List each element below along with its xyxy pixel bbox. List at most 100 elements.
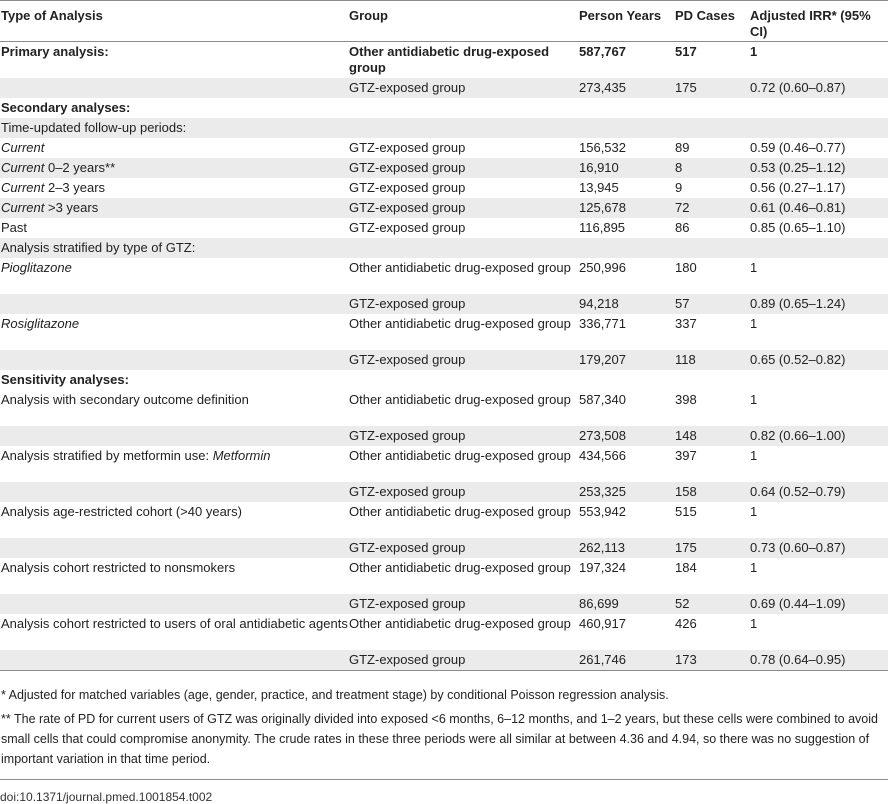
- cell-person-years: 261,746: [578, 650, 674, 671]
- cell-irr: 1: [750, 44, 758, 59]
- cell-type: Analysis with secondary outcome definiti…: [1, 392, 249, 407]
- cell-pd-cases: 86: [675, 220, 690, 235]
- cell-irr: 1: [750, 560, 758, 575]
- cell-pd-cases: 517: [675, 44, 697, 59]
- cell-type: [0, 650, 348, 671]
- header-irr: Adjusted IRR* (95% CI): [749, 1, 888, 42]
- cell-type: Current 2–3 years: [0, 178, 348, 198]
- cell-person-years: 86,699: [578, 594, 674, 614]
- cell-group: Other antidiabetic drug-exposed group: [349, 316, 571, 331]
- cell-group: Other antidiabetic drug-exposed group: [349, 560, 571, 575]
- cell-irr: 0.69 (0.44–1.09): [749, 594, 888, 614]
- cell-irr: 1: [750, 616, 758, 631]
- cell-person-years: 587,767: [579, 44, 626, 59]
- cell-person-years: 336,771: [579, 316, 626, 331]
- cell-irr: 1: [750, 316, 758, 331]
- cell-group: Other antidiabetic drug-exposed group: [349, 260, 571, 275]
- cell-pd-cases: 184: [675, 560, 697, 575]
- cell-pd-cases: 9: [675, 180, 683, 195]
- cell-group: GTZ-exposed group: [348, 198, 578, 218]
- cell-pd-cases: 337: [675, 316, 697, 331]
- cell-person-years: 273,508: [578, 426, 674, 446]
- cell-group: GTZ-exposed group: [349, 180, 466, 195]
- cell-pd-cases: 515: [675, 504, 697, 519]
- cell-type: Past: [1, 220, 28, 235]
- cell-group: GTZ-exposed group: [349, 220, 466, 235]
- results-table: Type of Analysis Group Person Years PD C…: [0, 1, 888, 671]
- cell-irr: 0.72 (0.60–0.87): [749, 78, 888, 98]
- cell-group: Other antidiabetic drug-exposed group: [349, 504, 571, 519]
- table-row: GTZ-exposed group 261,746 173 0.78 (0.64–0.…: [0, 650, 888, 671]
- table-row: Time-updated follow-up periods:: [0, 118, 888, 138]
- cell-type-rest: 2–3 years: [44, 180, 106, 195]
- cell-pd-cases: [674, 370, 749, 390]
- cell-pd-cases: [674, 98, 749, 118]
- table-row: Analysis with secondary outcome definiti…: [0, 390, 888, 426]
- cell-group: GTZ-exposed group: [348, 426, 578, 446]
- cell-type-italic: Current: [1, 160, 45, 175]
- table-row: GTZ-exposed group 86,699 52 0.69 (0.44–1.09…: [0, 594, 888, 614]
- cell-type: Pioglitazone: [0, 258, 348, 294]
- table-row: Analysis age-restricted cohort (>40 year…: [0, 502, 888, 538]
- cell-group: Other antidiabetic drug-exposed group: [349, 448, 571, 463]
- cell-person-years: [578, 370, 674, 390]
- cell-irr: 0.73 (0.60–0.87): [749, 538, 888, 558]
- cell-type: Current: [0, 138, 348, 158]
- cell-person-years: 434,566: [579, 448, 626, 463]
- table-row: Sensitivity analyses:: [0, 370, 888, 390]
- cell-pd-cases: 148: [674, 426, 749, 446]
- table-row: GTZ-exposed group 273,508 148 0.82 (0.66–1.…: [0, 426, 888, 446]
- cell-type: Primary analysis:: [1, 44, 109, 59]
- cell-type: [0, 78, 348, 98]
- cell-group: GTZ-exposed group: [348, 294, 578, 314]
- cell-irr: 0.85 (0.65–1.10): [750, 220, 846, 235]
- table-row: Analysis stratified by type of GTZ:: [0, 238, 888, 258]
- header-type: Type of Analysis: [0, 1, 348, 42]
- cell-group: Other antidiabetic drug-exposed group: [349, 616, 571, 631]
- cell-irr: [749, 370, 888, 390]
- table-row: GTZ-exposed group 179,207 118 0.65 (0.52–0.…: [0, 350, 888, 370]
- table-body: Primary analysis: Other antidiabetic drug…: [0, 42, 888, 671]
- cell-person-years: 156,532: [579, 140, 626, 155]
- table-row: Pioglitazone Other antidiabetic drug-expo…: [0, 258, 888, 294]
- cell-pd-cases: 175: [674, 538, 749, 558]
- table-row: Analysis stratified by metformin use: Me…: [0, 446, 888, 482]
- cell-pd-cases: 158: [674, 482, 749, 502]
- cell-type-italic: Rosiglitazone: [1, 316, 80, 331]
- table-row: Current 0–2 years** GTZ-exposed group 16,9…: [0, 158, 888, 178]
- cell-person-years: 116,895: [579, 220, 626, 235]
- cell-irr: 1: [750, 448, 758, 463]
- cell-person-years: [578, 238, 674, 258]
- cell-type: Analysis stratified by metformin use: Me…: [0, 446, 348, 482]
- cell-irr: 1: [750, 260, 758, 275]
- cell-irr: 0.59 (0.46–0.77): [750, 140, 846, 155]
- top-rule: [0, 0, 888, 1]
- cell-person-years: 262,113: [578, 538, 674, 558]
- table-row: Current 2–3 years GTZ-exposed group 13,945…: [0, 178, 888, 198]
- table-row: GTZ-exposed group 94,218 57 0.89 (0.65–1.24…: [0, 294, 888, 314]
- cell-irr: 0.78 (0.64–0.95): [749, 650, 888, 671]
- cell-group: Other antidiabetic drug-exposed group: [349, 44, 550, 75]
- table-row: GTZ-exposed group 273,435 175 0.72 (0.60–0.…: [0, 78, 888, 98]
- cell-type: Time-updated follow-up periods:: [0, 118, 348, 138]
- table-row: Analysis cohort restricted to nonsmokers…: [0, 558, 888, 594]
- cell-pd-cases: 57: [674, 294, 749, 314]
- header-group: Group: [348, 1, 578, 42]
- cell-person-years: 94,218: [578, 294, 674, 314]
- cell-pd-cases: [674, 118, 749, 138]
- table-row: Rosiglitazone Other antidiabetic drug-exp…: [0, 314, 888, 350]
- cell-type-italic: Current: [1, 140, 45, 155]
- cell-irr: [749, 118, 888, 138]
- table-row: Current >3 years GTZ-exposed group 125,678…: [0, 198, 888, 218]
- cell-type: [0, 350, 348, 370]
- cell-irr: 0.53 (0.25–1.12): [749, 158, 888, 178]
- cell-person-years: [578, 118, 674, 138]
- cell-type-rest: Analysis stratified by metformin use:: [1, 448, 213, 463]
- cell-irr: 0.89 (0.65–1.24): [749, 294, 888, 314]
- cell-pd-cases: 118: [674, 350, 749, 370]
- cell-person-years: 16,910: [578, 158, 674, 178]
- cell-group: GTZ-exposed group: [348, 594, 578, 614]
- cell-type-italic: Current: [1, 200, 45, 215]
- cell-type-italic: Metformin: [212, 448, 271, 463]
- cell-group: [348, 238, 578, 258]
